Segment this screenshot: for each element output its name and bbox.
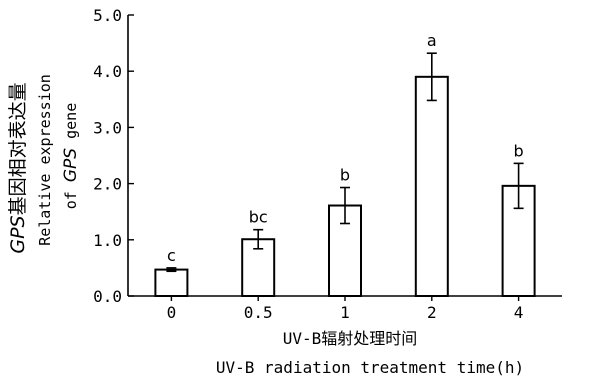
y-axis-label-english-line1: Relative expression <box>36 74 54 246</box>
y-tick-label: 3.0 <box>93 118 122 137</box>
y-axis-label-gene: GPS <box>7 215 29 253</box>
x-tick-label: 0 <box>167 303 177 322</box>
y-tick-label: 2.0 <box>93 175 122 194</box>
significance-label: c <box>167 246 176 265</box>
x-tick-label: 1 <box>340 303 350 322</box>
x-axis-label-english: UV-B radiation treatment time(h) <box>216 358 524 377</box>
x-tick-label: 2 <box>427 303 437 322</box>
bars: c bc b a b <box>154 31 536 298</box>
y-axis-label-of: of <box>62 182 80 209</box>
y-axis-label-chinese: GPS基因相对表达量 <box>7 82 29 253</box>
x-ticks: 0 0.5 1 2 4 <box>167 296 524 322</box>
y-tick-label: 5.0 <box>93 6 122 25</box>
y-tick-label: 1.0 <box>93 231 122 250</box>
significance-label: bc <box>249 208 268 227</box>
y-axis-label-gene-word: gene <box>62 103 80 148</box>
significance-label: b <box>514 141 524 160</box>
x-axis-label-chinese: UV-B辐射处理时间 <box>283 329 418 348</box>
significance-label: b <box>340 166 350 185</box>
significance-label: a <box>427 31 437 50</box>
bar <box>414 75 449 297</box>
y-axis-label-chinese-rest: 基因相对表达量 <box>7 82 29 215</box>
y-axis-label-en-gene: GPS <box>61 148 81 182</box>
x-tick-label: 4 <box>514 303 524 322</box>
y-tick-label: 0.0 <box>93 287 122 306</box>
x-tick-label: 0.5 <box>244 303 273 322</box>
y-ticks: 0.0 1.0 2.0 3.0 4.0 5.0 <box>93 6 134 306</box>
bar <box>154 268 189 297</box>
y-axis-label-english-line2: of GPS gene <box>61 103 81 209</box>
y-tick-label: 4.0 <box>93 62 122 81</box>
